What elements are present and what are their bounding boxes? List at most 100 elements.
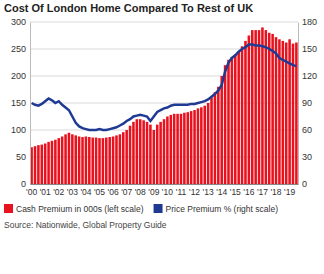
x-axis: '00'01'02'03'04'05'06'07'08'09'10'11'12'… [26,184,298,197]
tick-label: '11 [176,187,187,197]
bar [105,138,108,184]
bar [61,136,64,184]
bar [98,138,101,184]
tick-label: '17 [257,187,268,197]
bar [203,106,206,184]
bar [288,39,291,184]
bar [125,130,128,184]
bar [166,117,169,185]
plot-area: 0501001502002503000306090120150180'00'01… [11,17,317,197]
bar [149,125,152,184]
legend-swatch [4,204,13,213]
bar [282,41,285,184]
bar [268,33,271,184]
tick-label: '07 [121,187,132,197]
axis-line [298,23,299,185]
tick-label: 250 [11,44,26,54]
bar [71,134,74,184]
bar [68,133,71,184]
tick: 180 [298,17,317,27]
legend-swatch [154,204,163,213]
bar [183,113,186,184]
tick: 100 [11,125,30,135]
tick-label: 150 [302,44,317,54]
bar [173,114,176,184]
bar [244,41,247,184]
bar-series [30,27,297,184]
bar [108,137,111,184]
grid-line [30,22,298,23]
tick-label: '10 [162,187,173,197]
bar [220,76,223,184]
y2-axis: 0306090120150180 [298,17,317,189]
tick-label: 100 [11,125,26,135]
bar [258,30,261,184]
bar [251,30,254,184]
tick: 120 [298,71,317,81]
tick-label: '16 [243,187,254,197]
bar [142,120,145,184]
bar [197,108,200,184]
tick: '18 [270,184,281,197]
bar [132,122,135,184]
bar [278,39,281,184]
tick-label: 120 [302,71,317,81]
tick: '02 [53,184,64,197]
tick: 50 [16,152,30,162]
tick-label: '13 [203,187,214,197]
tick: '13 [203,184,214,197]
tick-label: 300 [11,17,26,27]
axis-line [30,23,31,185]
bar [112,136,115,184]
bar [146,122,149,184]
bar [115,135,118,184]
bar [180,114,183,184]
bar [190,111,193,184]
tick-label: '04 [80,187,91,197]
tick: '05 [94,184,105,197]
bar [237,52,240,184]
tick-label: '14 [216,187,227,197]
bar [156,125,159,184]
legend: Cash Premium in 000s (left scale) Price P… [4,204,278,214]
tick-label: '09 [148,187,159,197]
bar [47,142,50,184]
bar [295,43,298,184]
tick-label: 50 [16,152,26,162]
bar [57,138,60,184]
legend-label: Price Premium % (right scale) [166,204,279,214]
tick: 60 [298,125,312,135]
tick-label: 30 [302,152,312,162]
tick: '06 [108,184,119,197]
tick: '12 [189,184,200,197]
tick: '10 [162,184,173,197]
bar [170,115,173,184]
tick: '14 [216,184,227,197]
tick: 150 [298,44,317,54]
tick: '11 [176,184,187,197]
tick-label: '19 [284,187,295,197]
source: Source: Nationwide, Global Property Guid… [4,220,167,230]
tick-label: 60 [302,125,312,135]
tick-label: '05 [94,187,105,197]
tick: '15 [230,184,241,197]
tick: '04 [80,184,91,197]
bar [122,132,125,184]
tick: '16 [243,184,254,197]
legend-label: Cash Premium in 000s (left scale) [16,204,144,214]
bar [91,138,94,184]
tick-label: 150 [11,98,26,108]
bar [214,92,217,184]
tick: 30 [298,152,312,162]
bar [139,119,142,184]
tick: 300 [11,17,30,27]
tick: '01 [40,184,51,197]
bar [74,135,77,184]
bar [37,145,40,184]
bar [41,145,44,184]
bar [136,119,139,184]
bar [231,57,234,184]
tick-label: '01 [40,187,51,197]
bar [85,136,88,184]
tick-label: '08 [135,187,146,197]
